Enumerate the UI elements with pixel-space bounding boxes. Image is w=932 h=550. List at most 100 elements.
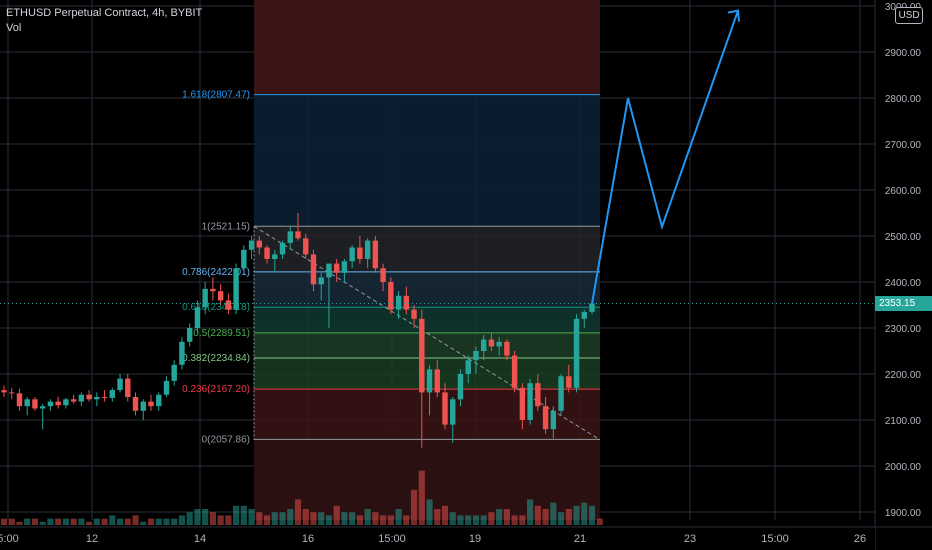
volume-bar: [519, 515, 526, 525]
volume-bar: [480, 515, 487, 525]
volume-bar: [302, 509, 309, 525]
fib-trend-line: [253, 225, 601, 441]
candle-body: [140, 401, 146, 411]
candle-body: [32, 399, 38, 409]
volume-bar: [178, 515, 186, 525]
candle-body: [163, 380, 170, 395]
candle-body: [94, 397, 100, 400]
volume-bar: [596, 518, 603, 525]
fib-zone: [254, 271, 600, 308]
volume-indicator-label[interactable]: Vol: [6, 22, 22, 34]
volume-bar: [364, 509, 371, 525]
candle-body: [573, 318, 580, 388]
time-tick-label: 21: [574, 533, 586, 545]
volume-bar: [588, 505, 596, 525]
volume-bar: [542, 509, 549, 525]
candle-body: [380, 268, 386, 282]
candle-body: [202, 288, 208, 308]
volume-bar: [557, 512, 565, 525]
price-tick-label: 2400.00: [885, 278, 922, 289]
candle-body: [419, 318, 425, 393]
time-tick-label: 19: [469, 533, 481, 545]
time-tick-label: 23: [684, 533, 696, 545]
volume-bar: [565, 509, 572, 525]
candle-body: [450, 399, 456, 425]
candle-body: [256, 240, 263, 248]
volume-bar: [233, 505, 240, 525]
volume-bar: [8, 518, 15, 525]
volume-bar: [372, 512, 379, 525]
price-tick-label: 2500.00: [885, 232, 922, 243]
price-tick-label: 2100.00: [885, 416, 922, 427]
candle-body: [55, 401, 61, 406]
volume-bar: [78, 518, 85, 525]
candle-body: [511, 355, 518, 388]
time-tick-label: 16: [302, 533, 314, 545]
volume-bar: [503, 509, 510, 525]
volume-bar: [403, 515, 410, 525]
candle-body: [303, 238, 309, 255]
candle-body: [125, 378, 131, 397]
last-price-label: 2353.15: [875, 296, 932, 311]
candle-body: [47, 401, 54, 407]
candle-body: [496, 341, 502, 347]
candle-body: [566, 376, 572, 388]
symbol-title[interactable]: ETHUSD Perpetual Contract, 4h, BYBIT: [6, 7, 203, 19]
volume-bar: [31, 518, 39, 525]
candle-body: [372, 240, 379, 269]
volume-bar: [70, 518, 77, 525]
candle-body: [233, 268, 239, 310]
price-tick-label: 2300.00: [885, 324, 922, 335]
price-tick-label: 1900.00: [885, 508, 922, 519]
volume-bar: [534, 505, 541, 525]
volume-bar: [86, 521, 93, 525]
candle-body: [349, 247, 355, 262]
candle-body: [341, 261, 348, 273]
candle-body: [186, 328, 193, 342]
time-tick-label: 5:00: [0, 533, 19, 545]
volume-bar: [24, 518, 31, 525]
currency-button[interactable]: USD: [895, 7, 923, 24]
volume-bar: [380, 515, 387, 525]
time-axis-panel: [0, 527, 875, 550]
candle-body: [78, 394, 85, 402]
candle-body: [318, 277, 324, 285]
candle-body: [63, 399, 69, 406]
time-tick-label: 12: [86, 533, 98, 545]
candle-body: [465, 360, 471, 374]
volume-bar: [0, 518, 8, 525]
candle-body: [542, 406, 549, 430]
candle-body: [217, 291, 224, 301]
candle-body: [279, 242, 286, 255]
candle-body: [16, 393, 23, 407]
volume-bar: [39, 521, 46, 525]
volume-bar: [310, 512, 317, 525]
volume-bar: [186, 512, 193, 525]
volume-bar: [387, 515, 394, 525]
fib-zone: [254, 307, 600, 333]
volume-bar: [155, 518, 162, 525]
candle-body: [156, 394, 162, 407]
fib-zone: [254, 332, 600, 358]
candle-body: [24, 399, 30, 407]
volume-bar: [527, 499, 534, 525]
time-tick-label: 26: [854, 533, 866, 545]
candle-body: [333, 263, 340, 273]
volume-bar: [294, 499, 302, 525]
volume-bar: [457, 515, 464, 525]
volume-bar: [325, 515, 333, 525]
candle-body: [148, 401, 154, 407]
volume-bar: [194, 509, 201, 525]
price-tick-label: 2600.00: [885, 186, 922, 197]
candle-body: [364, 240, 371, 259]
candle-body: [558, 376, 564, 411]
volume-bar: [333, 505, 340, 525]
volume-bar: [62, 518, 69, 525]
candle-body: [86, 394, 92, 400]
candle-body: [403, 295, 410, 310]
volume-bar: [171, 518, 178, 525]
volume-bar: [163, 518, 170, 525]
candle-body: [535, 383, 541, 407]
candle-body: [395, 295, 402, 310]
